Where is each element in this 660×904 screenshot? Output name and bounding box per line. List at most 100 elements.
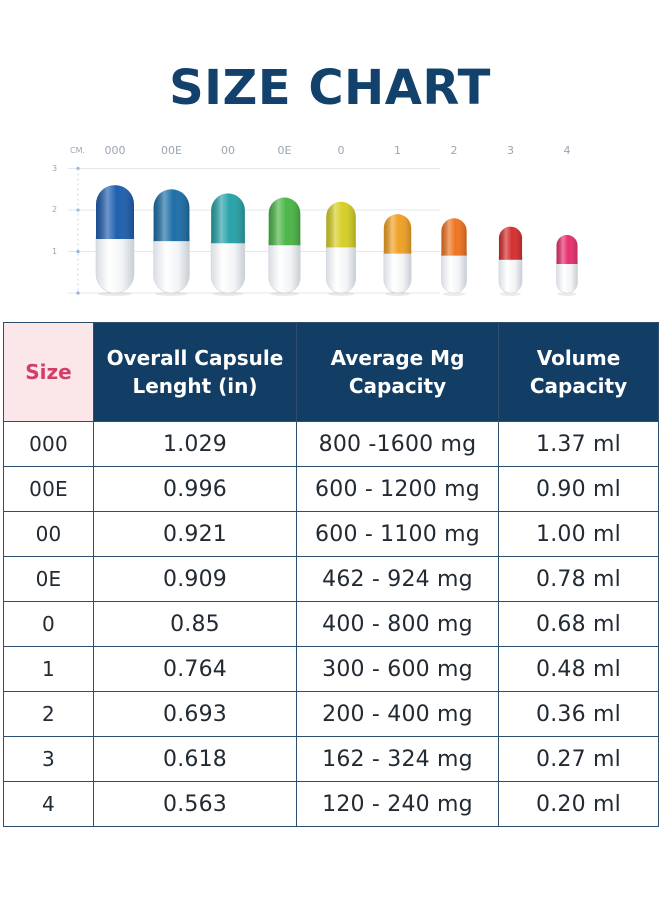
mg-capacity-cell: 300 - 600 mg <box>296 646 499 692</box>
length-cell: 1.029 <box>93 421 297 467</box>
table-row: 000 1.029 800 -1600 mg 1.37 ml <box>3 421 659 467</box>
length-cell: 0.618 <box>93 736 297 782</box>
capsule-1 <box>383 214 412 296</box>
table-header-row: Size Overall Capsule Lenght (in) Average… <box>3 322 659 422</box>
header-length-line2: Lenght (in) <box>132 374 258 398</box>
capsule-shadow <box>155 292 188 296</box>
volume-cell: 0.48 ml <box>498 646 659 692</box>
capsule-cap-shine <box>326 201 356 248</box>
capsule-shadow <box>385 292 410 296</box>
length-cell: 0.693 <box>93 691 297 737</box>
capsule-size-label: 00 <box>221 144 235 157</box>
table-row: 00 0.921 600 - 1100 mg 1.00 ml <box>3 511 659 557</box>
capsule-size-label: 0E <box>277 144 292 157</box>
capsule-4 <box>556 234 578 296</box>
capsule-2 <box>441 218 467 296</box>
header-size-label: Size <box>25 360 72 384</box>
capsule-size-label: 2 <box>450 144 458 157</box>
header-mg-line2: Capacity <box>348 374 447 398</box>
mg-capacity-cell: 462 - 924 mg <box>296 556 499 602</box>
size-cell: 4 <box>3 781 94 827</box>
mg-capacity-cell: 600 - 1100 mg <box>296 511 499 557</box>
length-cell: 0.85 <box>93 601 297 647</box>
header-length: Overall Capsule Lenght (in) <box>93 322 297 422</box>
volume-cell: 0.27 ml <box>498 736 659 782</box>
capsule-shadow <box>557 292 577 296</box>
table-row: 2 0.693 200 - 400 mg 0.36 ml <box>3 691 659 737</box>
capsule-cap-shine <box>498 226 523 260</box>
volume-cell: 0.20 ml <box>498 781 659 827</box>
capsule-cap-shine <box>268 197 301 246</box>
table-row: 4 0.563 120 - 240 mg 0.20 ml <box>3 781 659 827</box>
capsule-00E <box>153 189 190 296</box>
volume-cell: 0.90 ml <box>498 466 659 512</box>
capsule-cap-shine <box>96 185 134 240</box>
capsule-cap-shine <box>211 193 245 244</box>
capsule-cap-shine <box>383 214 412 254</box>
ruler-y-label: 3 <box>52 163 58 173</box>
length-cell: 0.563 <box>93 781 297 827</box>
mg-capacity-cell: 200 - 400 mg <box>296 691 499 737</box>
capsule-size-label: 0 <box>337 144 345 157</box>
table-row: 0 0.85 400 - 800 mg 0.68 ml <box>3 601 659 647</box>
capsule-3 <box>498 226 523 296</box>
capsule-0E <box>268 197 301 296</box>
length-cell: 0.921 <box>93 511 297 557</box>
capsule-size-label: 00E <box>161 144 182 157</box>
capsule-size-label: 1 <box>394 144 401 157</box>
capsule-illustration <box>68 166 578 296</box>
mg-capacity-cell: 162 - 324 mg <box>296 736 499 782</box>
ruler-y-label: 1 <box>52 246 58 256</box>
capsule-000 <box>95 185 135 296</box>
volume-cell: 1.37 ml <box>498 421 659 467</box>
capsule-shadow <box>442 292 466 296</box>
capsule-cap-shine <box>153 189 190 242</box>
size-cell: 00E <box>3 466 94 512</box>
length-cell: 0.996 <box>93 466 297 512</box>
capsule-00 <box>210 193 246 296</box>
capsule-cap-shine <box>556 234 578 264</box>
table-row: 00E 0.996 600 - 1200 mg 0.90 ml <box>3 466 659 512</box>
capsule-0 <box>325 201 357 296</box>
capsule-shadow <box>327 292 355 296</box>
volume-cell: 0.36 ml <box>498 691 659 737</box>
mg-capacity-cell: 400 - 800 mg <box>296 601 499 647</box>
ruler-tick-dot <box>76 249 80 254</box>
mg-capacity-cell: 800 -1600 mg <box>296 421 499 467</box>
table-row: 3 0.618 162 - 324 mg 0.27 ml <box>3 736 659 782</box>
capsule-size-ruler: CM. 000 00E 00 0E 0 1 2 3 4 3 2 1 <box>0 138 660 308</box>
size-cell: 3 <box>3 736 94 782</box>
capsule-shadow <box>270 292 299 296</box>
mg-capacity-cell: 120 - 240 mg <box>296 781 499 827</box>
header-vol-line1: Volume <box>536 346 621 370</box>
size-cell: 000 <box>3 421 94 467</box>
header-mg-line1: Average Mg <box>330 346 465 370</box>
header-length-line1: Overall Capsule <box>106 346 284 370</box>
size-cell: 0E <box>3 556 94 602</box>
size-cell: 1 <box>3 646 94 692</box>
table-row: 1 0.764 300 - 600 mg 0.48 ml <box>3 646 659 692</box>
mg-capacity-cell: 600 - 1200 mg <box>296 466 499 512</box>
volume-cell: 0.78 ml <box>498 556 659 602</box>
header-size: Size <box>3 322 94 422</box>
table-body: 000 1.029 800 -1600 mg 1.37 ml 00E 0.996 600 -… <box>3 421 659 827</box>
ruler-tick-dot <box>76 291 80 295</box>
header-volume-capacity: Volume Capacity <box>498 322 659 422</box>
size-cell: 0 <box>3 601 94 647</box>
length-cell: 0.764 <box>93 646 297 692</box>
capsule-cap-shine <box>441 218 467 256</box>
capsule-shadow <box>500 292 521 296</box>
length-cell: 0.909 <box>93 556 297 602</box>
capsule-size-label: 000 <box>104 144 126 157</box>
size-cell: 2 <box>3 691 94 737</box>
capsule-size-label: 4 <box>563 144 571 157</box>
volume-cell: 1.00 ml <box>498 511 659 557</box>
size-chart-table: Size Overall Capsule Lenght (in) Average… <box>3 322 659 827</box>
capsule-size-label: 3 <box>507 144 514 157</box>
size-cell: 00 <box>3 511 94 557</box>
page-title: SIZE CHART <box>169 60 491 116</box>
capsule-shadow <box>212 292 244 296</box>
table-row: 0E 0.909 462 - 924 mg 0.78 ml <box>3 556 659 602</box>
ruler-y-label: 2 <box>52 205 58 214</box>
header-vol-line2: Capacity <box>529 374 628 398</box>
